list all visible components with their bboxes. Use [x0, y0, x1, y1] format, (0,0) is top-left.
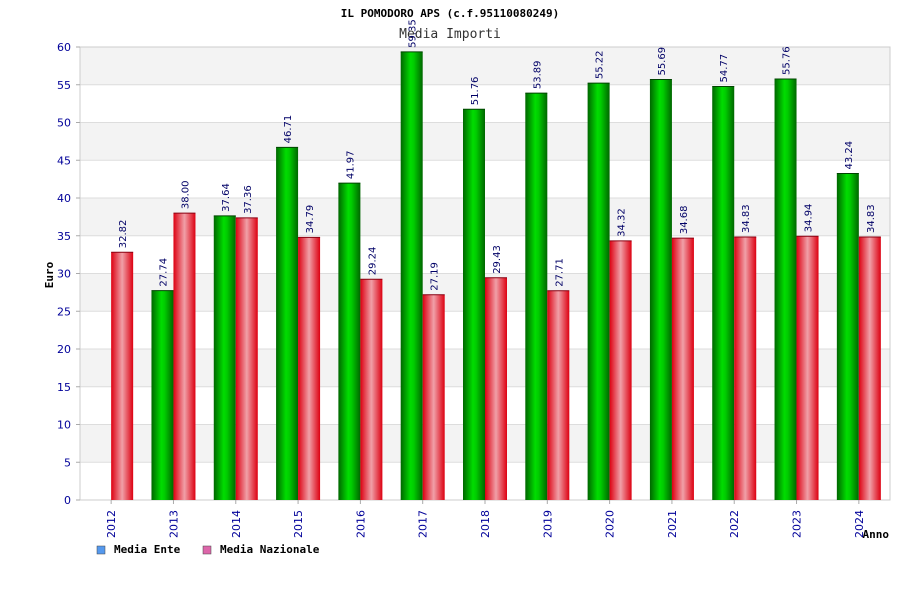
bar-nazionale [360, 279, 383, 500]
y-tick-label: 35 [57, 230, 71, 243]
data-label: 34.79 [305, 205, 316, 234]
data-label: 34.32 [617, 208, 628, 237]
legend-label-nazionale: Media Nazionale [220, 543, 320, 556]
x-tick-label: 2015 [292, 510, 305, 538]
y-axis-label: Euro [43, 261, 56, 288]
data-label: 34.83 [866, 204, 877, 233]
x-tick-label: 2022 [728, 510, 741, 538]
bar-ente [338, 183, 361, 500]
data-label: 43.24 [844, 141, 855, 170]
data-label: 46.71 [283, 115, 294, 144]
x-tick-label: 2021 [666, 510, 679, 538]
y-tick-label: 60 [57, 41, 71, 54]
legend-swatch-nazionale [202, 545, 212, 555]
data-label: 41.97 [345, 150, 356, 179]
data-label: 32.82 [118, 220, 129, 249]
x-tick-label: 2018 [479, 510, 492, 538]
y-tick-label: 15 [57, 381, 71, 394]
x-tick-label: 2020 [604, 510, 617, 538]
bar-ente [587, 83, 610, 501]
data-label: 37.36 [243, 185, 254, 214]
bar-nazionale [422, 294, 445, 500]
x-tick-label: 2024 [853, 510, 866, 538]
y-tick-label: 25 [57, 305, 71, 318]
data-label: 29.24 [367, 247, 378, 276]
x-tick-label: 2014 [230, 510, 243, 538]
data-label: 53.89 [532, 60, 543, 89]
data-labels-group: 32.82 27.74 38.00 37.64 37.36 46.71 34.79 41.97… [118, 19, 877, 290]
data-label: 29.43 [492, 245, 503, 274]
bar-ente [836, 173, 859, 500]
bar-ente [649, 79, 672, 500]
y-tick-label: 55 [57, 79, 71, 92]
bar-nazionale [235, 217, 258, 500]
bar-ente [463, 109, 485, 500]
bar-nazionale [796, 236, 819, 500]
bar-ente [774, 79, 797, 501]
bar-nazionale [734, 237, 757, 500]
data-label: 59.35 [408, 19, 419, 48]
x-axis-label: Anno [863, 528, 890, 541]
bar-nazionale [609, 240, 632, 500]
data-label: 38.00 [180, 180, 191, 209]
legend: Media Ente Media Nazionale [96, 543, 320, 556]
data-label: 55.69 [657, 47, 668, 76]
y-tick-label: 20 [57, 343, 71, 356]
x-tick-label: 2019 [541, 510, 554, 538]
data-label: 34.94 [804, 204, 815, 233]
bar-ente [276, 147, 299, 501]
data-label: 27.71 [554, 258, 565, 287]
x-tick-label: 2013 [167, 510, 180, 538]
chart-title: IL POMODORO APS (c.f.95110080249) [341, 7, 560, 20]
data-label: 55.22 [595, 50, 606, 79]
legend-swatch-ente [96, 545, 106, 555]
y-tick-label: 0 [64, 494, 71, 507]
x-axis-ticks: 2012 2013 2014 2015 2016 2017 2018 2019 2020 2021… [105, 500, 866, 538]
bar-ente [525, 93, 548, 501]
bar-ente [712, 86, 735, 500]
plot-band [80, 47, 890, 85]
bar-nazionale [173, 213, 196, 500]
y-tick-label: 30 [57, 268, 71, 281]
data-label: 54.77 [719, 54, 730, 83]
bar-nazionale [671, 238, 694, 500]
data-label: 55.76 [782, 46, 793, 75]
x-tick-label: 2017 [417, 510, 430, 538]
data-label: 27.19 [430, 262, 441, 291]
bar-nazionale [485, 277, 507, 500]
data-label: 27.74 [158, 258, 169, 287]
y-tick-label: 10 [57, 419, 71, 432]
data-label: 37.64 [221, 183, 232, 212]
y-tick-label: 5 [64, 456, 71, 469]
bar-nazionale [547, 290, 570, 500]
bar-nazionale [298, 237, 321, 500]
x-tick-label: 2016 [354, 510, 367, 538]
y-tick-label: 45 [57, 154, 71, 167]
bar-ente [400, 51, 423, 500]
data-label: 51.76 [470, 77, 481, 106]
chart-subtitle: Media Importi [399, 27, 501, 42]
y-axis-ticks: 0 5 10 15 20 25 30 35 40 45 50 55 60 [57, 41, 80, 507]
y-tick-label: 50 [57, 117, 71, 130]
x-tick-label: 2023 [791, 510, 804, 538]
bar-ente [151, 290, 174, 500]
bars-group [111, 51, 881, 501]
bar-nazionale [111, 252, 134, 500]
x-tick-label: 2012 [105, 510, 118, 538]
data-label: 34.83 [741, 204, 752, 233]
y-tick-label: 40 [57, 192, 71, 205]
legend-label-ente: Media Ente [114, 543, 181, 556]
bar-nazionale [858, 237, 881, 500]
data-label: 34.68 [679, 206, 690, 235]
bar-ente [213, 215, 236, 500]
